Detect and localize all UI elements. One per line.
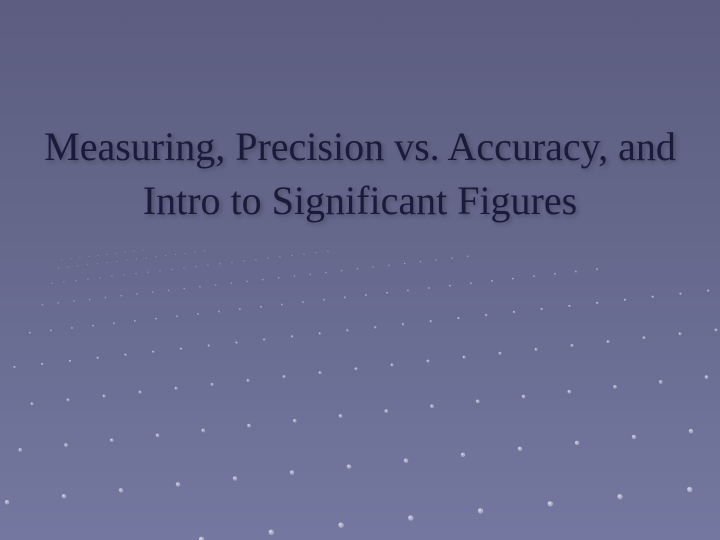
slide-title: Measuring, Precision vs. Accuracy, and I…	[0, 120, 720, 228]
presentation-slide: Measuring, Precision vs. Accuracy, and I…	[0, 0, 720, 540]
dot-grid-background	[0, 0, 720, 540]
